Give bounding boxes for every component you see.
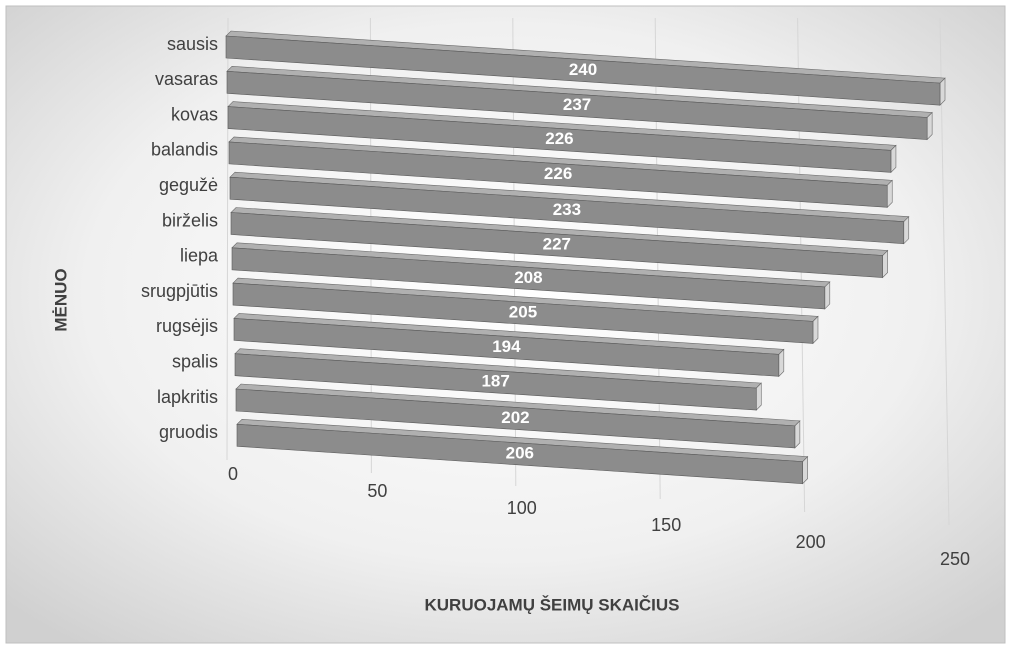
value-label: 202 — [501, 408, 529, 427]
bar — [226, 70, 928, 140]
x-tick-label: 250 — [940, 549, 970, 569]
bar — [236, 423, 803, 484]
category-label: liepa — [180, 246, 219, 266]
category-label: gruodis — [159, 422, 218, 442]
bar-end — [794, 420, 801, 449]
category-label: balandis — [151, 140, 218, 160]
x-axis-title: KURUOJAMŲ ŠEIMŲ SKAIČIUS — [424, 595, 679, 614]
value-label: 240 — [569, 60, 597, 79]
category-label: sausis — [167, 34, 218, 54]
value-label: 226 — [545, 129, 573, 148]
bar — [231, 247, 826, 310]
x-tick-label: 150 — [651, 515, 681, 535]
bar-end — [778, 348, 785, 378]
category-label: birželis — [162, 210, 218, 230]
value-label: 233 — [553, 200, 581, 219]
value-label: 208 — [514, 268, 542, 287]
category-label: gegužė — [159, 175, 218, 195]
category-label: spalis — [172, 351, 218, 371]
bar-end — [755, 382, 762, 411]
value-label: 205 — [509, 303, 537, 322]
category-label: kovas — [171, 104, 218, 124]
bar — [228, 141, 888, 208]
bar-end — [802, 455, 808, 485]
bar-end — [882, 249, 888, 279]
value-label: 227 — [543, 234, 571, 253]
category-label: srugpjūtis — [141, 281, 218, 301]
value-label: 206 — [506, 443, 534, 462]
bar — [233, 318, 780, 377]
category-label: lapkritis — [157, 387, 218, 407]
category-label: vasaras — [155, 69, 218, 89]
bar — [230, 212, 883, 278]
bar-end — [812, 315, 819, 345]
value-label: 194 — [492, 337, 521, 356]
bar-end — [890, 144, 897, 174]
bar-end — [903, 215, 910, 245]
bar — [225, 35, 941, 106]
bar-end — [939, 77, 946, 106]
x-tick-label: 0 — [228, 464, 238, 484]
bar-end — [886, 179, 893, 209]
value-label: 237 — [563, 95, 591, 114]
bar — [234, 353, 757, 411]
x-tick-label: 200 — [796, 532, 826, 552]
y-axis-title: MĖNUO — [51, 268, 70, 331]
bar — [235, 388, 796, 449]
value-label: 187 — [481, 371, 509, 390]
bar-end — [824, 281, 831, 310]
bar — [227, 106, 892, 173]
bar-end — [926, 111, 933, 141]
bar — [232, 282, 814, 344]
value-label: 226 — [544, 164, 572, 183]
category-label: rugsėjis — [156, 316, 218, 336]
x-tick-label: 50 — [367, 481, 387, 501]
bar — [229, 176, 905, 244]
x-tick-label: 100 — [507, 498, 537, 518]
